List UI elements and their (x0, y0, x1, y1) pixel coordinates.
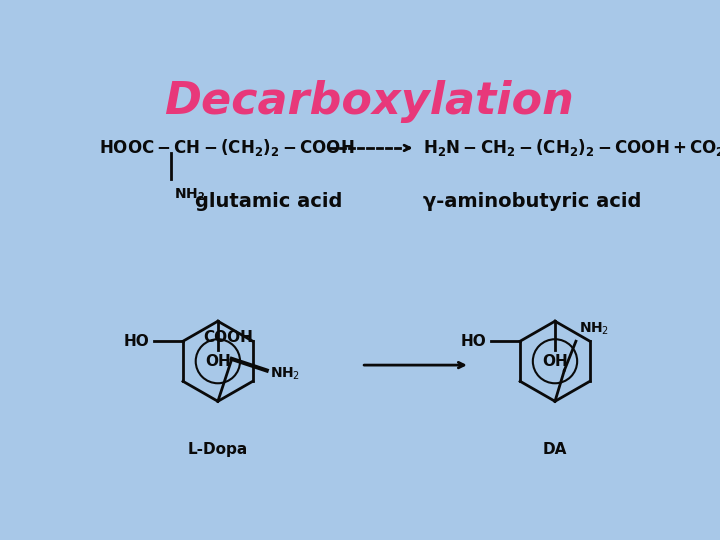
Text: HO: HO (461, 334, 487, 349)
Text: NH$_2$: NH$_2$ (270, 366, 300, 382)
Text: L-Dopa: L-Dopa (188, 442, 248, 457)
Text: OH: OH (205, 354, 230, 369)
Text: $\mathbf{H_2N-CH_2-(CH_2)_2-COOH+CO_2}$: $\mathbf{H_2N-CH_2-(CH_2)_2-COOH+CO_2}$ (423, 138, 720, 158)
Text: OH: OH (542, 354, 568, 369)
Text: glutamic acid: glutamic acid (194, 192, 342, 211)
Text: HO: HO (124, 334, 150, 349)
Text: $\mathbf{NH_2}$: $\mathbf{NH_2}$ (174, 186, 205, 203)
Text: NH$_2$: NH$_2$ (579, 321, 609, 338)
Text: COOH: COOH (203, 330, 253, 345)
Text: DA: DA (543, 442, 567, 457)
Text: Decarboxylation: Decarboxylation (164, 80, 574, 123)
Text: $\mathbf{HOOC-CH-(CH_2)_2-COOH}$: $\mathbf{HOOC-CH-(CH_2)_2-COOH}$ (99, 138, 355, 158)
Text: γ-aminobutyric acid: γ-aminobutyric acid (423, 192, 642, 211)
